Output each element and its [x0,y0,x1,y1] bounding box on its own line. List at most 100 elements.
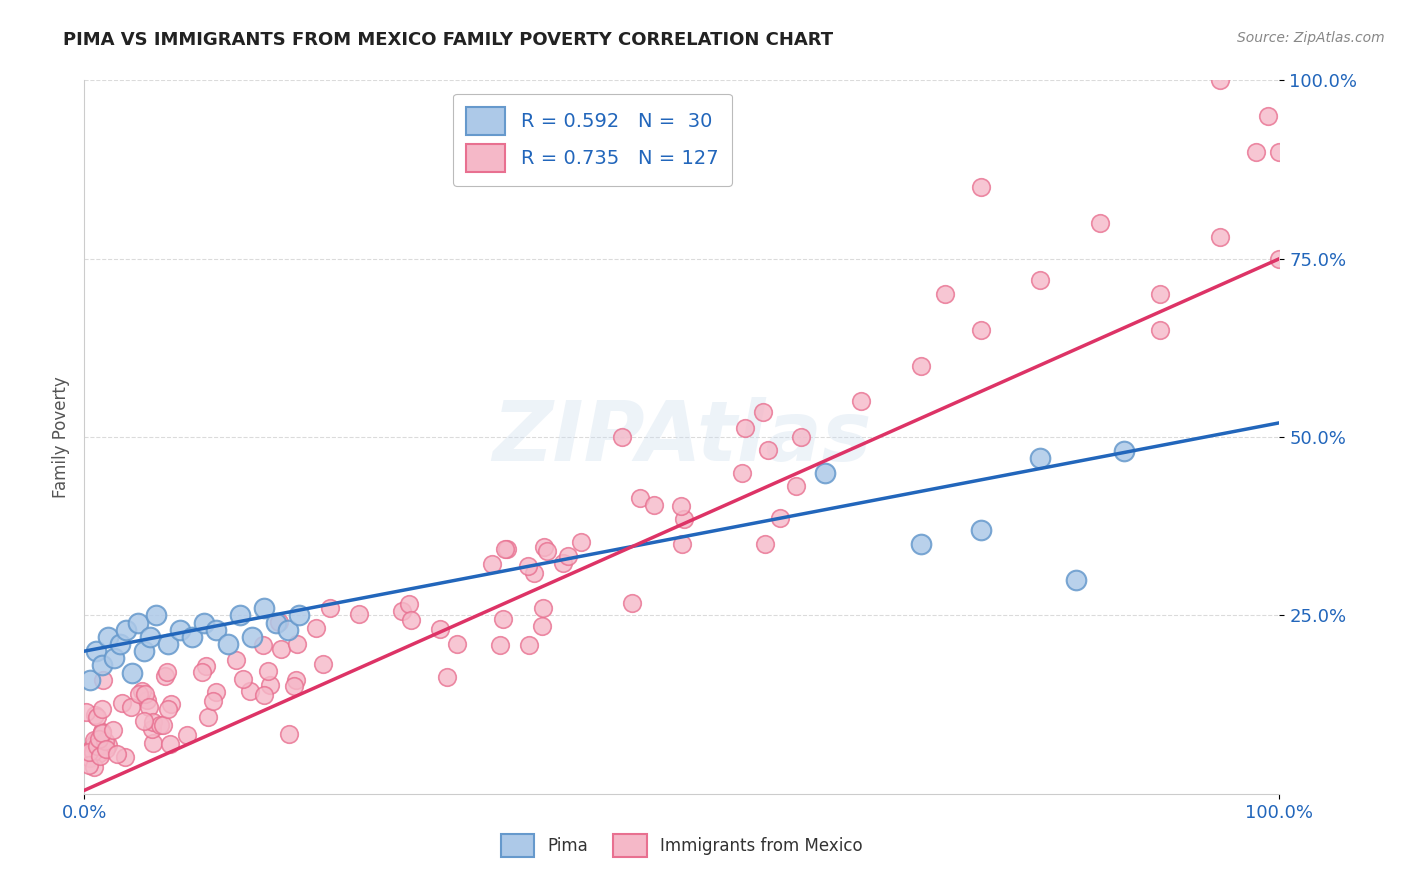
Point [110,637,132,651]
Point [446,637,468,651]
Point [910,359,932,373]
Point [259,678,281,692]
Point [141,722,163,736]
Point [176,728,198,742]
Point [155,669,177,683]
Point [494,541,516,556]
Point [488,638,510,652]
Point [399,613,422,627]
Point [531,600,554,615]
Point [436,670,458,684]
Point [193,615,215,630]
Point [83,708,105,723]
Point [103,651,125,665]
Point [391,604,413,618]
Point [91,658,114,673]
Point [217,637,239,651]
Point [138,699,160,714]
Point [152,718,174,732]
Point [191,665,214,680]
Point [128,687,150,701]
Point [1149,287,1171,301]
Point [1029,451,1052,466]
Point [139,630,162,644]
Point [285,637,308,651]
Point [157,637,180,651]
Text: PIMA VS IMMIGRANTS FROM MEXICO FAMILY POVERTY CORRELATION CHART: PIMA VS IMMIGRANTS FROM MEXICO FAMILY PO… [63,31,834,49]
Point [1149,323,1171,337]
Point [90,745,112,759]
Point [121,665,143,680]
Point [1090,216,1112,230]
Point [557,549,579,563]
Point [270,641,292,656]
Point [202,694,225,708]
Point [101,723,124,737]
Point [1114,444,1136,458]
Point [673,511,696,525]
Point [1268,145,1291,159]
Point [159,737,181,751]
Point [91,673,114,687]
Point [429,622,451,636]
Point [288,608,311,623]
Point [269,615,291,629]
Point [1029,273,1052,287]
Point [83,733,105,747]
Point [90,738,112,752]
Point [1066,573,1088,587]
Point [131,684,153,698]
Point [79,751,101,765]
Point [910,537,932,551]
Point [134,714,156,729]
Point [612,430,634,444]
Point [1268,252,1291,266]
Point [232,673,254,687]
Point [96,742,118,756]
Point [134,687,156,701]
Point [156,665,179,680]
Point [156,702,179,716]
Point [229,608,252,623]
Point [86,644,108,658]
Point [83,738,105,752]
Point [97,738,120,752]
Point [239,684,262,698]
Text: ZIPAtlas: ZIPAtlas [492,397,872,477]
Point [264,615,287,630]
Point [181,630,204,644]
Point [769,510,792,524]
Point [80,742,103,756]
Point [135,693,157,707]
Point [82,746,104,760]
Point [77,758,100,772]
Point [84,733,107,747]
Point [1257,109,1279,123]
Point [160,697,183,711]
Point [75,705,97,719]
Point [86,747,108,761]
Text: Source: ZipAtlas.com: Source: ZipAtlas.com [1237,31,1385,45]
Point [194,658,217,673]
Point [253,601,276,615]
Point [734,421,756,435]
Point [304,621,326,635]
Point [492,612,515,626]
Point [257,664,280,678]
Point [1209,73,1232,87]
Point [814,466,837,480]
Point [517,559,540,574]
Point [752,405,775,419]
Point [205,623,228,637]
Point [252,639,274,653]
Point [169,623,191,637]
Point [569,534,592,549]
Point [349,607,371,621]
Point [533,541,555,555]
Point [120,699,142,714]
Point [83,759,105,773]
Point [115,623,138,637]
Point [149,718,172,732]
Point [90,702,112,716]
Point [628,491,651,505]
